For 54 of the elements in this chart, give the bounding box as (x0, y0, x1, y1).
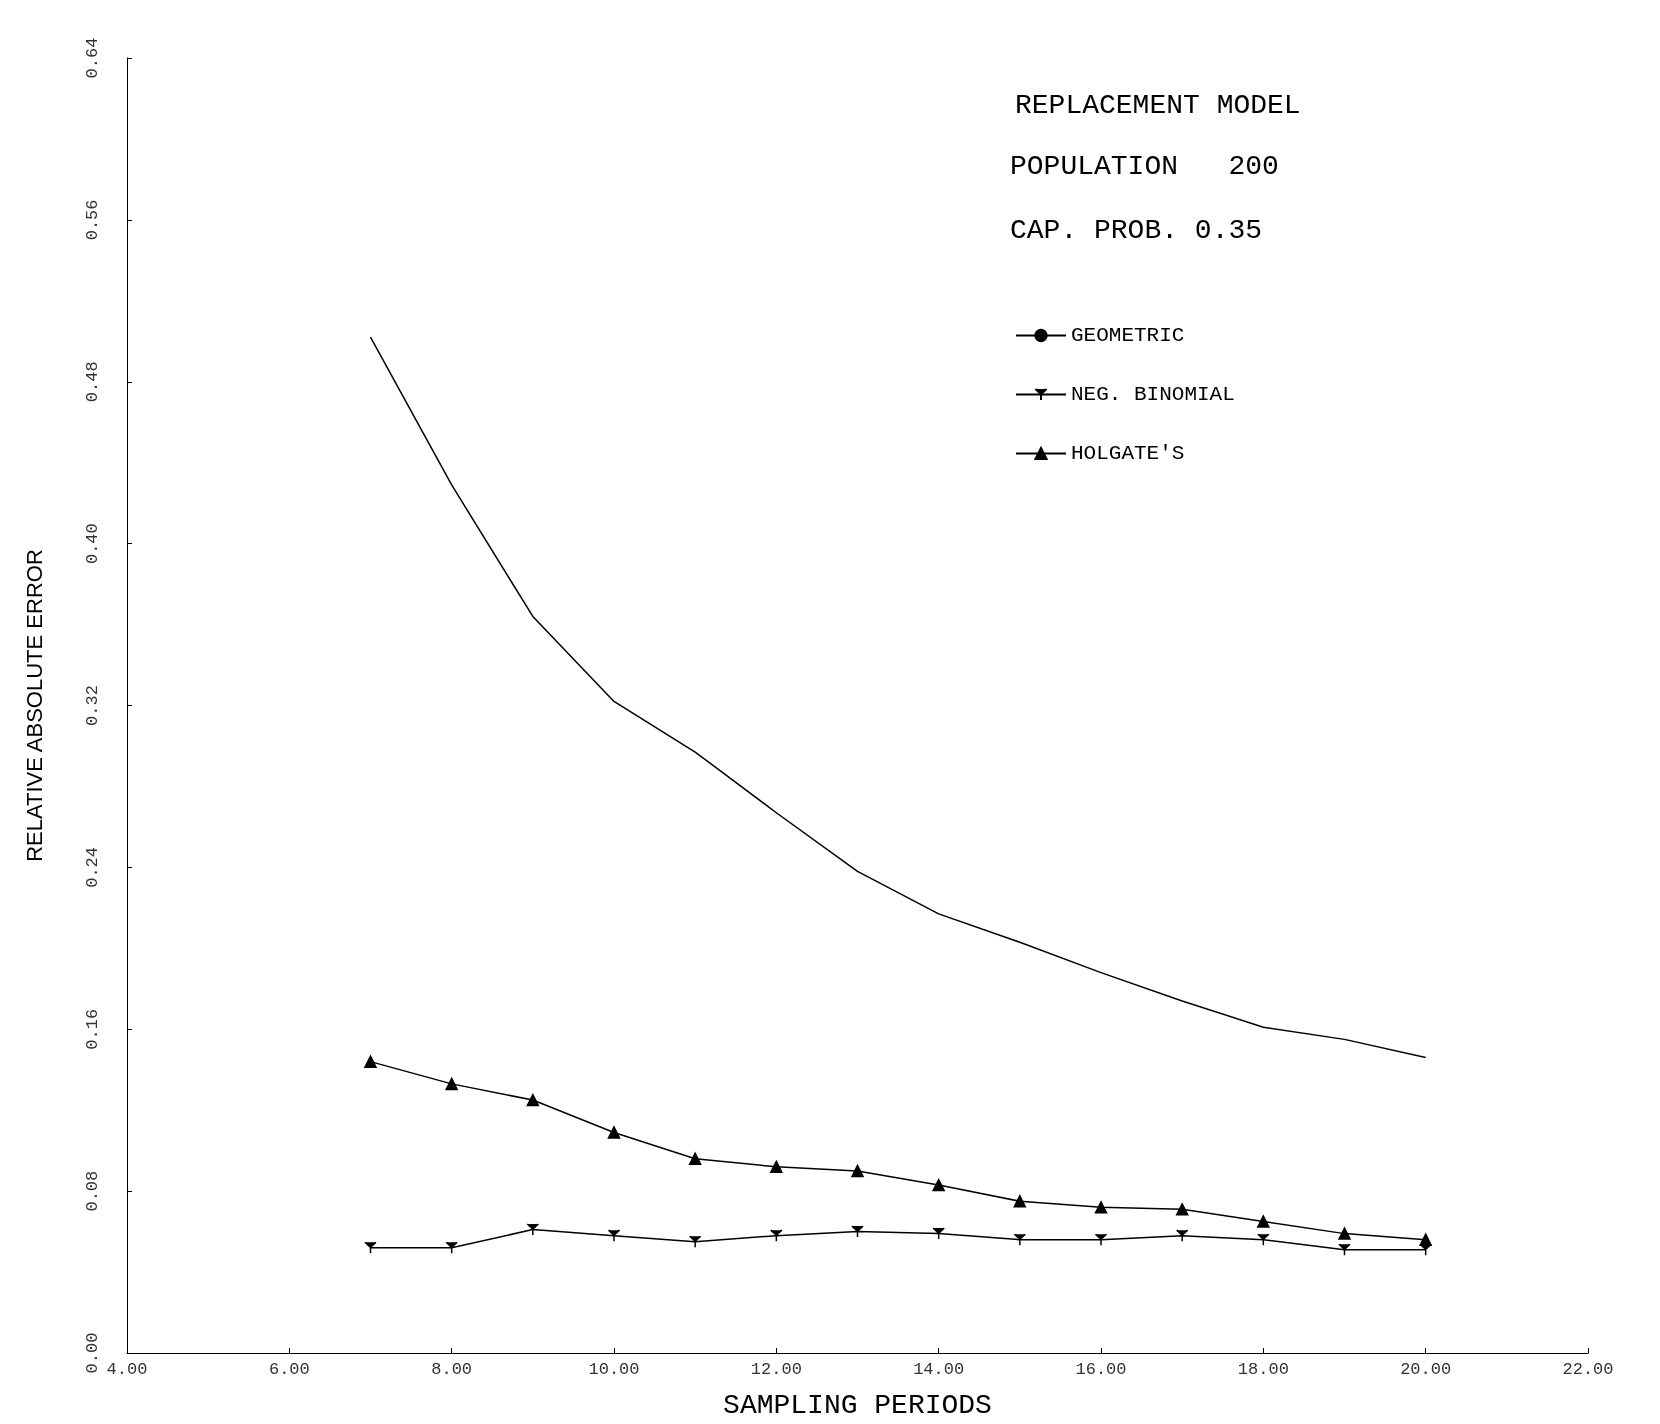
point (688, 1152, 702, 1165)
x-tick-label: 20.00 (1400, 1360, 1452, 1379)
x-tick-label: 4.00 (106, 1360, 148, 1379)
x-tick-label: 12.00 (750, 1360, 802, 1379)
x-tick-label: 18.00 (1237, 1360, 1289, 1379)
legend-label: NEG. BINOMIAL (1071, 383, 1235, 406)
legend-label: HOLGATE'S (1071, 442, 1185, 465)
point (445, 1241, 458, 1255)
point (851, 1225, 864, 1238)
x-tick-label: 16.00 (1075, 1360, 1127, 1379)
point (364, 1241, 377, 1255)
x-tick-label: 10.00 (588, 1360, 640, 1379)
y-tick-label: 0.40 (83, 523, 102, 565)
point (526, 1093, 540, 1107)
point (1338, 1227, 1351, 1240)
legend-label: GEOMETRIC (1071, 324, 1185, 347)
annotation: CAP. PROB. 0.35 (1010, 214, 1263, 246)
point (1419, 1233, 1432, 1246)
y-tick-label: 0.48 (83, 361, 102, 403)
point (607, 1229, 621, 1242)
point (445, 1077, 458, 1091)
y-tick-label: 0.24 (83, 846, 102, 888)
point (770, 1229, 783, 1242)
point (364, 1055, 377, 1068)
point (1257, 1215, 1270, 1228)
point (1175, 1229, 1189, 1242)
point (1013, 1194, 1027, 1208)
point (1257, 1233, 1270, 1246)
point (1013, 1233, 1027, 1246)
point (526, 1223, 540, 1236)
point (932, 1178, 945, 1192)
point (1094, 1201, 1108, 1214)
point (1175, 1203, 1189, 1216)
x-axis-title: SAMPLING PERIODS (723, 1389, 992, 1421)
annotation: POPULATION 200 (1010, 150, 1279, 182)
x-tick-label: 8.00 (431, 1360, 473, 1379)
x-tick-label: 22.00 (1562, 1360, 1614, 1379)
x-tick-label: 6.00 (268, 1360, 310, 1379)
y-tick-label: 0.08 (83, 1170, 102, 1212)
point (932, 1227, 945, 1240)
text: REPLACEMENT MODEL (1015, 89, 1301, 121)
point (688, 1235, 702, 1248)
y-axis-title: RELATIVE ABSOLUTE ERROR (21, 549, 47, 862)
y-tick-label: 0.56 (83, 199, 102, 241)
y-tick-label: 0.32 (83, 685, 102, 726)
y-tick-label: 0.00 (83, 1332, 102, 1374)
point (1094, 1233, 1108, 1246)
point (770, 1160, 783, 1174)
y-tick-label: 0.16 (83, 1008, 102, 1050)
x-tick-label: 14.00 (913, 1360, 965, 1379)
y-tick-label: 0.64 (83, 37, 102, 79)
point (1338, 1243, 1351, 1257)
point (607, 1126, 621, 1139)
point (851, 1164, 864, 1178)
